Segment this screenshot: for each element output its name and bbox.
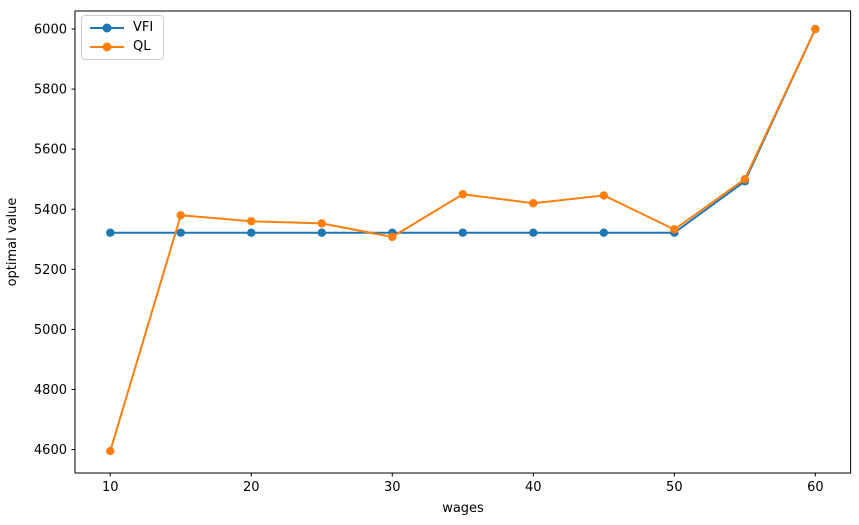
data-point-vfi-x35	[458, 228, 467, 237]
data-point-vfi-x45	[599, 228, 609, 237]
data-point-vfi-x15	[176, 228, 185, 237]
legend: VFI QL	[81, 15, 165, 60]
x-tick-label-60: 60	[807, 480, 824, 495]
y-tick-label-6000: 6000	[34, 23, 67, 38]
data-point-vfi-x10	[106, 228, 115, 237]
data-point-ql-x15	[176, 211, 185, 220]
data-point-ql-x30	[388, 232, 397, 242]
y-tick-label-5200: 5200	[34, 263, 67, 278]
legend-line-sample-ql	[90, 42, 124, 51]
y-tick-label-4800: 4800	[34, 383, 67, 398]
data-point-ql-x55	[740, 175, 750, 184]
data-point-ql-x45	[599, 191, 609, 200]
data-point-ql-x35	[458, 190, 467, 199]
series-layer	[106, 24, 820, 456]
data-point-ql-x60	[811, 24, 820, 34]
x-tick-label-20: 20	[243, 480, 260, 495]
plot-border	[74, 10, 852, 474]
data-point-vfi-x20	[247, 228, 256, 237]
plot-frame	[74, 10, 852, 474]
x-axis-label: wages	[442, 501, 484, 516]
x-tick-label-10: 10	[102, 480, 119, 495]
x-tick-label-50: 50	[666, 480, 683, 495]
legend-label-ql: QL	[133, 39, 151, 54]
legend-item-ql: QL	[89, 40, 153, 53]
data-point-ql-x20	[247, 217, 256, 226]
y-tick-label-4600: 4600	[34, 443, 67, 458]
y-tick-label-5000: 5000	[34, 323, 67, 338]
data-point-ql-x40	[529, 199, 538, 208]
x-tick-label-30: 30	[384, 480, 401, 495]
data-point-ql-x25	[317, 219, 326, 228]
x-tick-label-40: 40	[525, 480, 542, 495]
series-line-vfi	[109, 28, 817, 234]
data-point-vfi-x25	[317, 228, 326, 237]
y-tick-label-5800: 5800	[34, 83, 67, 98]
y-tick-label-5400: 5400	[34, 203, 67, 218]
y-tick-label-5600: 5600	[34, 143, 67, 158]
series-line-ql	[109, 28, 817, 453]
y-axis-label: optimal value	[5, 198, 20, 287]
data-point-ql-x50	[670, 225, 679, 234]
legend-item-vfi: VFI	[89, 21, 153, 34]
data-point-vfi-x40	[529, 228, 538, 237]
legend-line-sample-vfi	[90, 23, 124, 32]
axes: 4600 4800 5000 5200 5400 5600 5800 6000 10 20 30 40…	[34, 23, 824, 495]
legend-label-vfi: VFI	[133, 20, 154, 35]
data-point-ql-x10	[106, 446, 115, 456]
